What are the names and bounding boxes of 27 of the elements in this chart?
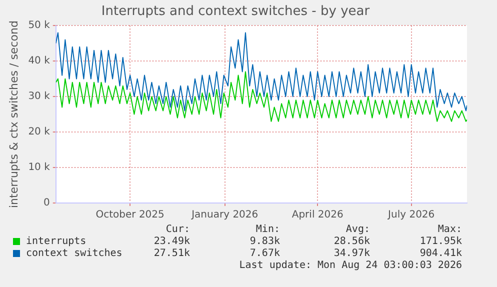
y-tick-label: 0 (44, 198, 50, 209)
legend-label: interrupts (26, 236, 86, 247)
text: 7.67k (250, 248, 280, 259)
chart-title: Interrupts and context switches - by year (101, 4, 370, 20)
x-tick-label: July 2026 (387, 210, 435, 221)
text: 171.95k (420, 236, 462, 247)
text: 904.41k (420, 248, 462, 259)
y-tick-label: 20 k (28, 126, 50, 138)
y-tick-label: 10 k (28, 162, 50, 174)
text: Max: (438, 224, 462, 235)
x-tick-label: October 2025 (96, 210, 164, 221)
y-tick-label: 50 k (28, 20, 50, 32)
text: Avg: (346, 224, 370, 235)
text: Last update: Mon Aug 24 03:00:03 2026 (239, 260, 462, 271)
y-tick-label: 40 k (28, 56, 50, 67)
y-axis-title: interrupts & ctx switches / second (7, 20, 20, 208)
text: 9.83k (250, 236, 280, 247)
text: Cur: (166, 224, 190, 235)
x-tick-label: April 2026 (292, 210, 344, 221)
legend-label: context switches (26, 248, 122, 259)
text: Min: (256, 224, 280, 235)
text: 34.97k (334, 248, 370, 259)
text: 27.51k (154, 248, 190, 259)
text: 28.56k (334, 236, 370, 247)
y-tick-label: 30 k (28, 91, 50, 102)
x-tick-label: January 2026 (190, 210, 258, 221)
text: 23.49k (154, 236, 190, 247)
